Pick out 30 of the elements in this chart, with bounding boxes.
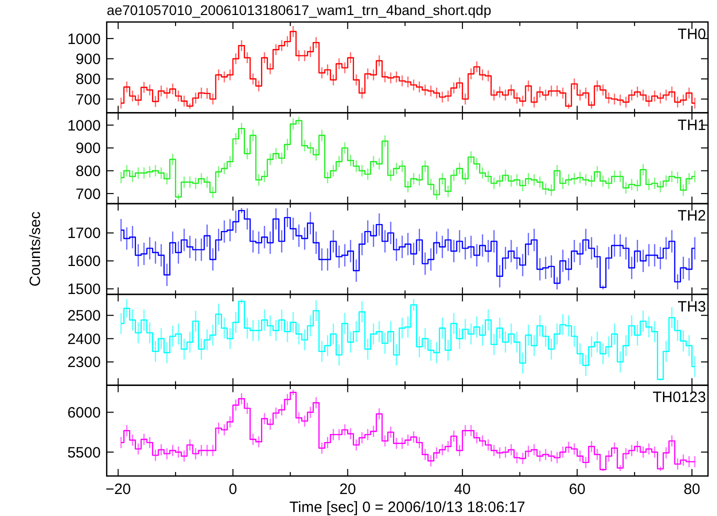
x-tick-label: 60 (568, 481, 586, 498)
series-label: TH3 (678, 298, 706, 316)
x-axis-title: Time [sec] 0 = 2006/10/13 18:06:17 (289, 499, 526, 516)
y-tick-label: 6000 (67, 404, 101, 422)
y-tick-label: 700 (76, 91, 101, 108)
y-tick-label: 800 (76, 163, 101, 180)
x-tick-label: 40 (454, 481, 471, 498)
y-tick-label: 900 (76, 140, 101, 158)
x-tick-label: −20 (105, 481, 131, 498)
x-tick-label: 20 (339, 481, 356, 498)
y-tick-label: 1000 (67, 117, 101, 134)
y-tick-label: 5500 (67, 444, 101, 462)
y-tick-label: 1700 (67, 225, 101, 242)
y-tick-label: 800 (76, 71, 101, 88)
x-tick-label: 80 (684, 481, 700, 498)
y-tick-label: 1500 (67, 281, 101, 298)
y-tick-label: 2400 (67, 330, 101, 348)
x-tick-label: 0 (228, 481, 238, 498)
text: TH0123 (652, 389, 706, 406)
y-tick-label: 700 (76, 186, 101, 203)
y-tick-label: 900 (76, 50, 101, 68)
text: TH1 (678, 116, 706, 134)
y-tick-label: 1600 (67, 253, 101, 270)
series-label: TH2 (678, 208, 706, 225)
y-tick-label: 1000 (67, 30, 101, 48)
y-tick-label: 2500 (67, 308, 101, 325)
y-tick-label: 2300 (67, 354, 101, 372)
chart-title: ae701057010_20061013180617_wam1_trn_4band_short.qdp (106, 2, 492, 18)
text: TH0 (678, 26, 706, 43)
y-axis-title: Counts/sec (27, 210, 44, 287)
